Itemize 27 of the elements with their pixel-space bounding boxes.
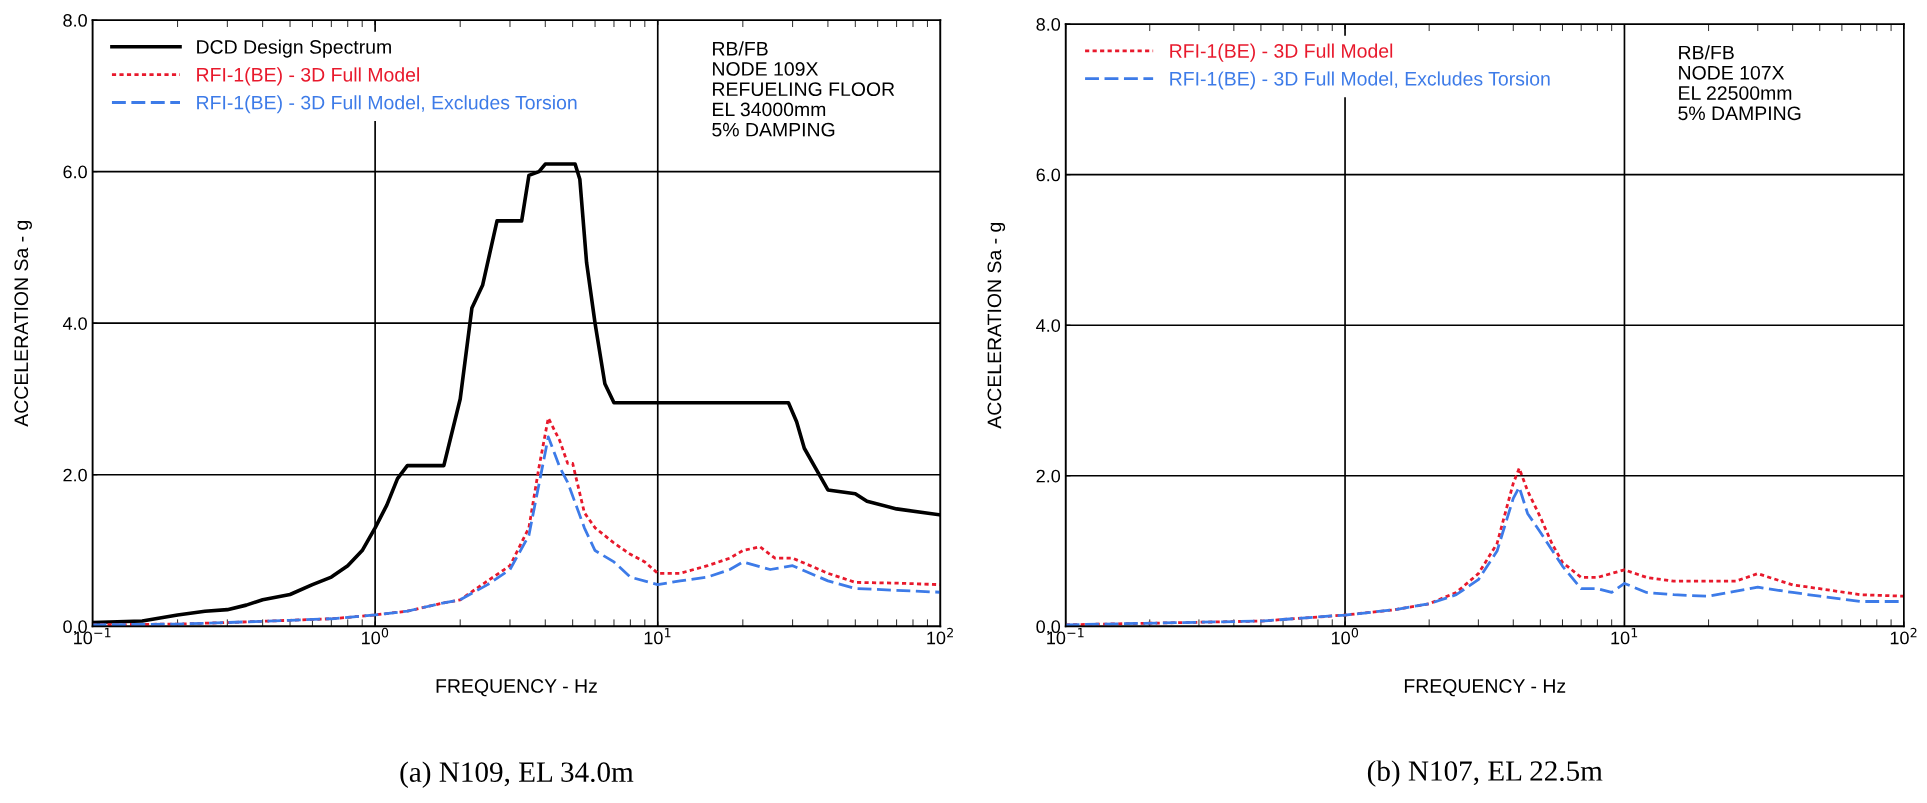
text: (a) N109, EL 34.0m bbox=[400, 761, 634, 788]
x-tick-label: 10$^{2}$ bbox=[927, 627, 953, 645]
y-tick-label: 4.0 bbox=[1036, 319, 1061, 332]
y-tick-label: 8.0 bbox=[63, 14, 87, 27]
y-tick-label: 4.0 bbox=[62, 317, 87, 330]
y-axis-title: ACCELERATION Sa - g bbox=[987, 222, 1006, 429]
text: (b) N107, EL 22.5m bbox=[1367, 760, 1603, 787]
y-tick-label: 6.0 bbox=[1036, 168, 1061, 182]
y-tick-label: 6.0 bbox=[63, 165, 87, 179]
legend-label: RFI-1(BE) - 3D Full Model bbox=[197, 67, 419, 86]
legend-label: DCD Design Spectrum bbox=[197, 39, 391, 58]
x-tick-label: 10$^{1}$ bbox=[1611, 628, 1638, 645]
x-tick-label: 10$^{0}$ bbox=[1331, 627, 1359, 645]
annotation: RB/FB NODE 109X REFUELING FLOOR EL 34000mm 5% DAMPING bbox=[712, 41, 895, 137]
x-tick-label: 10$^{0}$ bbox=[362, 627, 389, 645]
legend-label: RFI-1(BE) - 3D Full Model, Excludes Torsion bbox=[1170, 71, 1550, 90]
x-axis-title: FREQUENCY - Hz bbox=[1404, 679, 1566, 697]
y-tick-label: 2.0 bbox=[1036, 469, 1061, 483]
legend-label: RFI-1(BE) - 3D Full Model bbox=[1170, 43, 1393, 62]
x-tick-label: 10$^{2}$ bbox=[1890, 627, 1917, 645]
x-tick-label: 10$^{1}$ bbox=[644, 628, 671, 645]
x-axis-title: FREQUENCY - Hz bbox=[436, 679, 597, 697]
y-axis-title: ACCELERATION Sa - g bbox=[14, 220, 32, 427]
annotation: RB/FB NODE 107X EL 22500mm 5% DAMPING bbox=[1678, 45, 1801, 121]
y-tick-label: 8.0 bbox=[1036, 18, 1061, 31]
y-tick-label: 2.0 bbox=[63, 468, 87, 482]
legend-label: RFI-1(BE) - 3D Full Model, Excludes Torsion bbox=[197, 95, 577, 114]
